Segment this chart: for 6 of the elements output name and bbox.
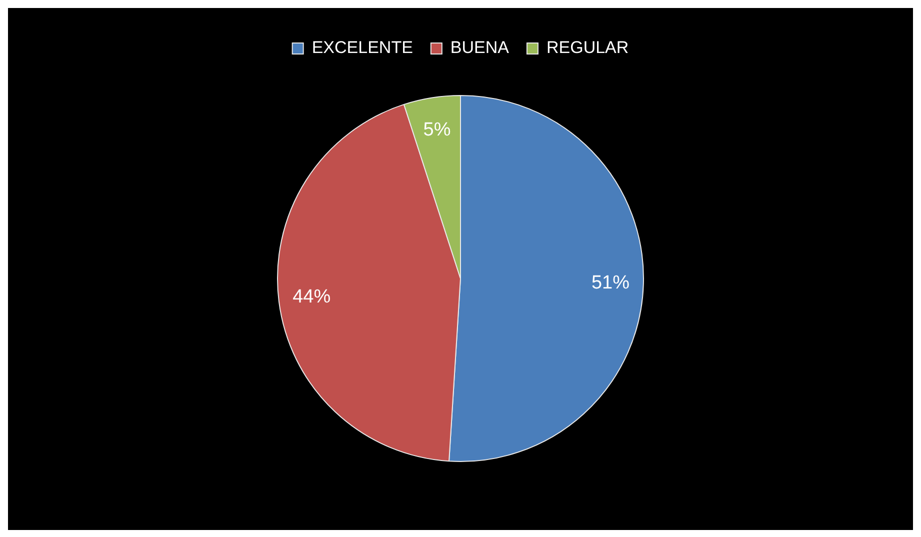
data-label: 5% [423, 120, 451, 141]
data-label: 51% [591, 272, 630, 294]
legend-label: EXCELENTE [312, 38, 413, 58]
data-label: 44% [292, 286, 331, 308]
legend-label: REGULAR [546, 38, 629, 58]
legend-label: BUENA [450, 38, 510, 58]
